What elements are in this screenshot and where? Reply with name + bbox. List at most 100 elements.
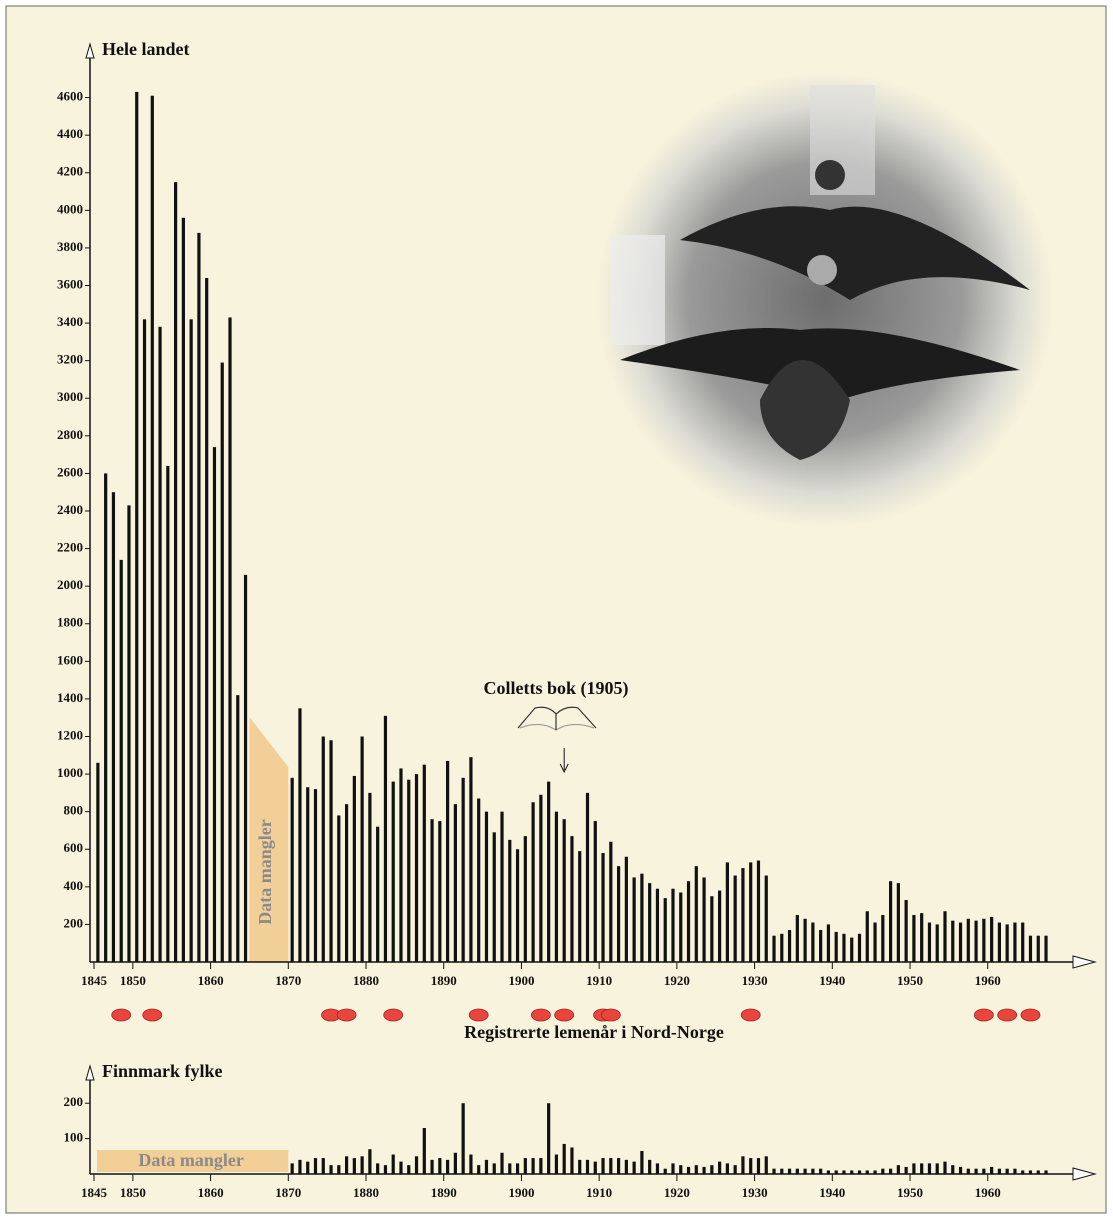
y-tick-label: 200 bbox=[64, 1094, 84, 1109]
bar bbox=[391, 781, 395, 962]
bar bbox=[298, 1159, 302, 1174]
lemming-year bbox=[142, 1008, 163, 1022]
bar bbox=[446, 1159, 450, 1174]
bar bbox=[593, 821, 597, 962]
bar bbox=[780, 1168, 784, 1174]
bar bbox=[850, 1170, 854, 1174]
bar bbox=[601, 853, 605, 962]
bar bbox=[360, 736, 364, 962]
lemming-year bbox=[997, 1008, 1018, 1022]
bar bbox=[725, 862, 729, 962]
bar bbox=[492, 832, 496, 962]
bar bbox=[624, 856, 628, 962]
bar bbox=[624, 1159, 628, 1174]
bar bbox=[562, 1143, 566, 1174]
bar bbox=[414, 774, 419, 962]
bar bbox=[500, 1152, 504, 1174]
bar bbox=[787, 930, 792, 962]
bar bbox=[391, 1154, 395, 1174]
lemming-year bbox=[383, 1008, 404, 1022]
y-tick-label: 2200 bbox=[57, 540, 83, 555]
y-tick-label: 1200 bbox=[57, 727, 83, 742]
bar bbox=[686, 1166, 691, 1174]
bar bbox=[679, 1165, 683, 1174]
y-axis-arrow bbox=[85, 1064, 95, 1081]
bar bbox=[593, 1161, 597, 1174]
bar bbox=[702, 877, 706, 962]
y-tick-label: 4000 bbox=[57, 201, 83, 216]
bar bbox=[360, 1156, 364, 1174]
lemming-year bbox=[740, 1008, 761, 1022]
bar bbox=[640, 873, 644, 962]
lemming-label: Registrerte lemenår i Nord-Norge bbox=[464, 1022, 724, 1042]
bar bbox=[243, 574, 248, 962]
bar bbox=[601, 1158, 605, 1174]
bar bbox=[819, 1168, 823, 1174]
bar bbox=[469, 757, 473, 962]
missing-label: Data mangler bbox=[255, 819, 275, 924]
bar bbox=[399, 1161, 403, 1174]
bar bbox=[896, 1165, 900, 1174]
bar bbox=[811, 1168, 815, 1174]
lemming-year bbox=[554, 1008, 575, 1022]
bar bbox=[352, 775, 356, 962]
photo bbox=[597, 72, 1053, 528]
bar bbox=[383, 715, 388, 962]
bar bbox=[741, 868, 745, 962]
bar bbox=[135, 91, 139, 963]
bar bbox=[927, 1163, 932, 1174]
bar bbox=[376, 826, 380, 962]
bar bbox=[873, 922, 877, 962]
y-tick-label: 3800 bbox=[57, 239, 83, 254]
bar bbox=[344, 1156, 349, 1174]
bar bbox=[578, 1159, 582, 1174]
bar bbox=[306, 787, 310, 962]
bar bbox=[850, 937, 854, 962]
bar bbox=[539, 1158, 543, 1174]
lemming-year bbox=[600, 1008, 621, 1022]
lemming-year bbox=[336, 1008, 357, 1022]
bar bbox=[585, 1159, 590, 1174]
bar bbox=[857, 1170, 862, 1174]
bar bbox=[943, 1161, 947, 1174]
bar bbox=[694, 1165, 698, 1174]
bar bbox=[1021, 1170, 1025, 1174]
bar bbox=[749, 862, 753, 962]
bar bbox=[702, 1166, 706, 1174]
bar bbox=[958, 1166, 963, 1174]
bar bbox=[290, 777, 294, 962]
bar bbox=[834, 1170, 838, 1174]
bar bbox=[570, 836, 574, 962]
x-tick-label: 1960 bbox=[975, 1185, 1001, 1200]
bar bbox=[438, 1158, 442, 1174]
bar bbox=[826, 924, 831, 962]
lemming-year bbox=[468, 1008, 489, 1022]
bar bbox=[718, 890, 722, 962]
bar bbox=[951, 920, 955, 962]
missing-label: Data mangler bbox=[138, 1150, 243, 1170]
bar bbox=[1028, 1170, 1033, 1174]
bar bbox=[352, 1158, 356, 1174]
bar bbox=[554, 811, 559, 962]
bar bbox=[321, 736, 325, 962]
bar bbox=[663, 1168, 667, 1174]
bar bbox=[306, 1161, 310, 1174]
x-tick-label: 1900 bbox=[508, 973, 534, 988]
bar bbox=[407, 1165, 411, 1174]
bar bbox=[104, 473, 108, 962]
bar bbox=[787, 1168, 792, 1174]
y-tick-label: 2600 bbox=[57, 464, 83, 479]
bar bbox=[376, 1163, 380, 1174]
bar bbox=[119, 559, 123, 962]
x-tick-label: 1880 bbox=[353, 973, 379, 988]
bar bbox=[1044, 935, 1048, 962]
bar bbox=[368, 792, 372, 962]
x-tick-label: 1950 bbox=[897, 1185, 923, 1200]
y-tick-label: 1400 bbox=[57, 690, 83, 705]
bar bbox=[671, 1163, 675, 1174]
x-tick-label: 1890 bbox=[431, 973, 457, 988]
bar bbox=[803, 918, 807, 962]
bar bbox=[756, 860, 761, 962]
bar bbox=[927, 922, 932, 962]
bar bbox=[531, 1158, 535, 1174]
